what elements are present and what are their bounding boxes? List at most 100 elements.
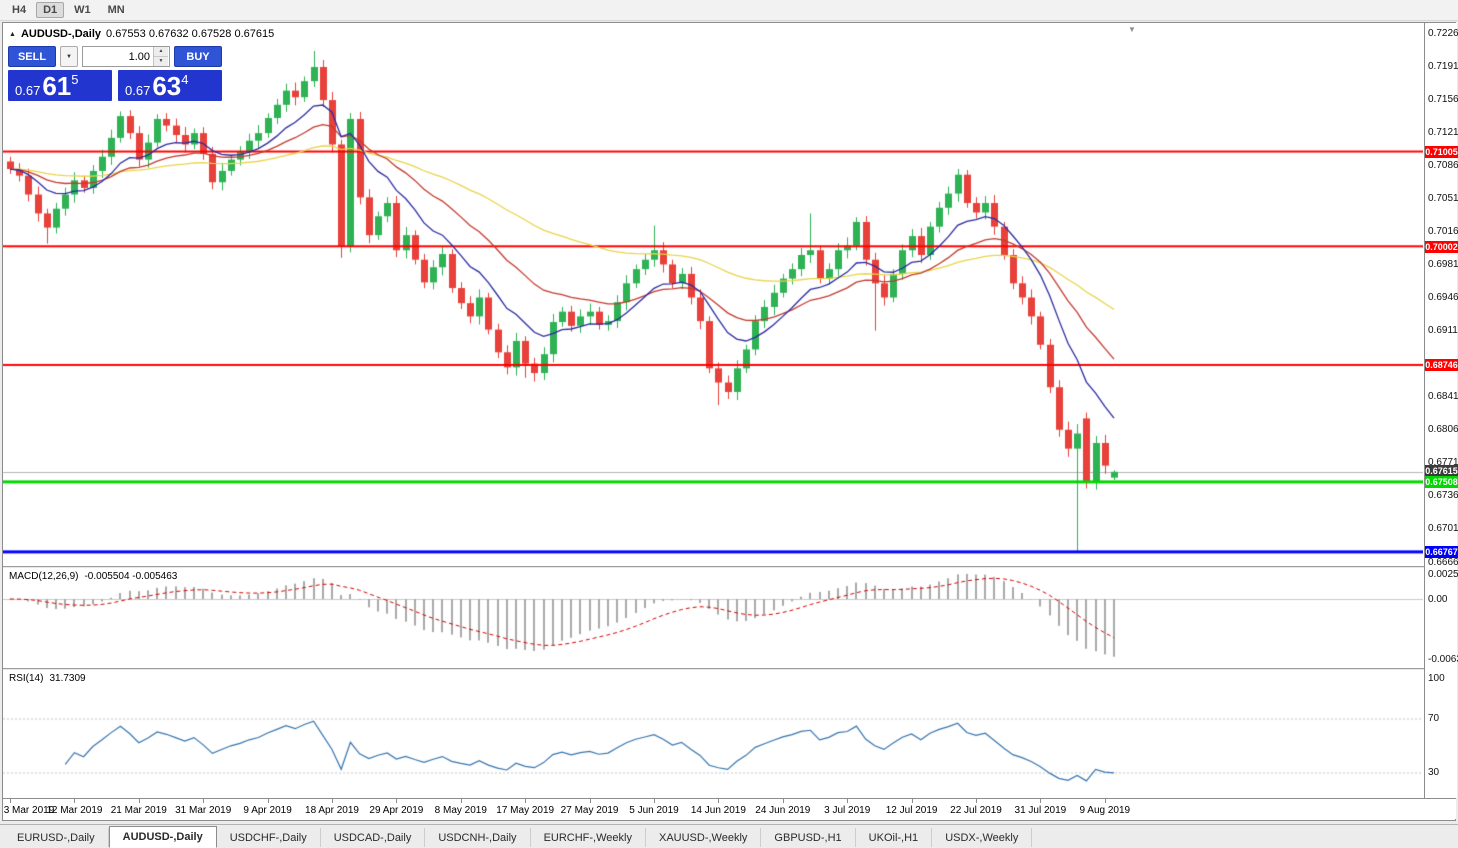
volume-input[interactable]	[83, 47, 153, 66]
chart-tab-usdchf-daily[interactable]: USDCHF-,Daily	[217, 828, 321, 847]
buy-price-prefix: 0.67	[125, 83, 151, 98]
chart-tab-bar: EURUSD-,Daily AUDUSD-,Daily USDCHF-,Daily U…	[0, 824, 1458, 848]
time-axis-tick	[589, 799, 591, 803]
volume-increase-button[interactable]: ▲	[154, 47, 168, 57]
timeframe-button-h4[interactable]: H4	[12, 4, 27, 16]
chart-tab-xauusd-weekly[interactable]: XAUUSD-,Weekly	[646, 828, 762, 847]
timeframe-button-w1[interactable]: W1	[74, 4, 91, 16]
chart-tab-usdcad-daily[interactable]: USDCAD-,Daily	[321, 828, 426, 847]
time-axis-tick	[782, 799, 784, 803]
level-price-label: 0.67508	[1425, 476, 1458, 489]
sell-price-display[interactable]: 0.67 61 5	[8, 70, 112, 101]
volume-decrease-button[interactable]: ▼	[154, 57, 168, 66]
time-axis-tick	[1040, 799, 1042, 803]
time-axis-label: 12 Jul 2019	[885, 805, 938, 816]
panel-splitter[interactable]	[3, 566, 1455, 568]
level-price-label: 0.71005	[1425, 146, 1458, 159]
current-price-label: 0.67615	[1425, 465, 1458, 478]
buy-price-display[interactable]: 0.67 63 4	[118, 70, 222, 101]
chart-ohlc-values: 0.67553 0.67632 0.67528 0.67615	[106, 28, 275, 40]
macd-label: MACD(12,26,9) -0.005504 -0.005463	[9, 571, 177, 582]
time-axis-tick	[138, 799, 140, 803]
chart-tab-ukoil-h1[interactable]: UKOil-,H1	[856, 828, 933, 847]
sell-price-prefix: 0.67	[15, 83, 41, 98]
time-axis-tick	[525, 799, 527, 803]
time-axis-tick	[74, 799, 76, 803]
time-axis-label: 18 Apr 2019	[305, 805, 359, 816]
time-axis-label: 22 Jul 2019	[950, 805, 1002, 816]
rsi-axis-tick: 30	[1428, 767, 1440, 778]
time-axis-label: 3 Jul 2019	[824, 805, 871, 816]
time-axis-label: 3 Mar 2019	[3, 805, 55, 816]
time-axis-label: 27 May 2019	[560, 805, 619, 816]
rsi-indicator-canvas[interactable]	[3, 670, 1423, 798]
chart-tab-usdcnh-daily[interactable]: USDCNH-,Daily	[425, 828, 531, 847]
level-price-label: 0.68746	[1425, 359, 1458, 372]
rsi-name: RSI(14)	[9, 673, 44, 684]
time-axis-tick	[718, 799, 720, 803]
time-axis-label: 5 Jun 2019	[629, 805, 679, 816]
time-axis-tick	[267, 799, 269, 803]
rsi-value: 31.7309	[49, 673, 86, 684]
macd-axis-tick: 0.00	[1428, 593, 1448, 605]
price-chart-canvas[interactable]	[3, 23, 1423, 566]
volume-field: ▲ ▼	[82, 46, 170, 67]
time-axis-label: 14 Jun 2019	[690, 805, 746, 816]
time-axis-label: 9 Aug 2019	[1079, 805, 1131, 816]
time-axis-label: 9 Apr 2019	[243, 805, 292, 816]
time-axis-tick	[396, 799, 398, 803]
time-axis-label: 21 Mar 2019	[110, 805, 167, 816]
one-click-trading-panel: SELL ▼ ▲ ▼ BUY 0.67 61 5 0.67 63 4	[8, 46, 226, 101]
time-axis-tick	[460, 799, 462, 803]
chart-symbol-title: AUDUSD-,Daily	[20, 28, 102, 40]
time-scale[interactable]: 3 Mar 2019 12 Mar 2019 21 Mar 2019 31 Mar 2…	[3, 798, 1456, 819]
time-axis-tick	[847, 799, 849, 803]
chart-tab-eurchf-weekly[interactable]: EURCHF-,Weekly	[531, 828, 646, 847]
chart-tab-usdx-weekly[interactable]: USDX-,Weekly	[932, 828, 1033, 847]
panel-splitter[interactable]	[3, 668, 1455, 670]
chevron-down-icon: ▼	[66, 53, 72, 60]
sell-price-pip-digit: 5	[71, 72, 79, 87]
chart-symbol-header: ▲ AUDUSD-,Daily 0.67553 0.67632 0.67528 …	[9, 28, 274, 40]
level-price-label: 0.66767	[1425, 546, 1458, 559]
macd-values: -0.005504 -0.005463	[84, 571, 178, 582]
buy-price-pip-digit: 4	[181, 72, 189, 87]
macd-axis-tick: -0.00632	[1428, 654, 1458, 666]
time-axis-tick	[654, 799, 655, 803]
chart-tab-eurusd-daily[interactable]: EURUSD-,Daily	[4, 828, 109, 847]
time-axis-label: 31 Jul 2019	[1014, 805, 1067, 816]
sell-button[interactable]: SELL	[8, 46, 56, 67]
chart-tab-gbpusd-h1[interactable]: GBPUSD-,H1	[761, 828, 856, 847]
level-price-label: 0.70002	[1425, 240, 1458, 253]
macd-axis-tick: 0.002574	[1428, 568, 1458, 580]
timeframe-button-d1[interactable]: D1	[36, 2, 65, 18]
time-axis-label: 12 Mar 2019	[46, 805, 103, 816]
chart-tab-audusd-daily[interactable]: AUDUSD-,Daily	[108, 826, 217, 848]
time-axis-label: 8 May 2019	[434, 805, 487, 816]
chart-symbol-icon: ▲	[9, 30, 16, 38]
time-axis-tick	[911, 799, 913, 803]
time-axis-label: 29 Apr 2019	[369, 805, 424, 816]
timeframe-button-mn[interactable]: MN	[107, 4, 125, 16]
macd-name: MACD(12,26,9)	[9, 571, 79, 582]
macd-indicator-canvas[interactable]	[3, 568, 1423, 668]
volume-dropdown-button[interactable]: ▼	[60, 46, 78, 67]
buy-button[interactable]: BUY	[174, 46, 222, 67]
